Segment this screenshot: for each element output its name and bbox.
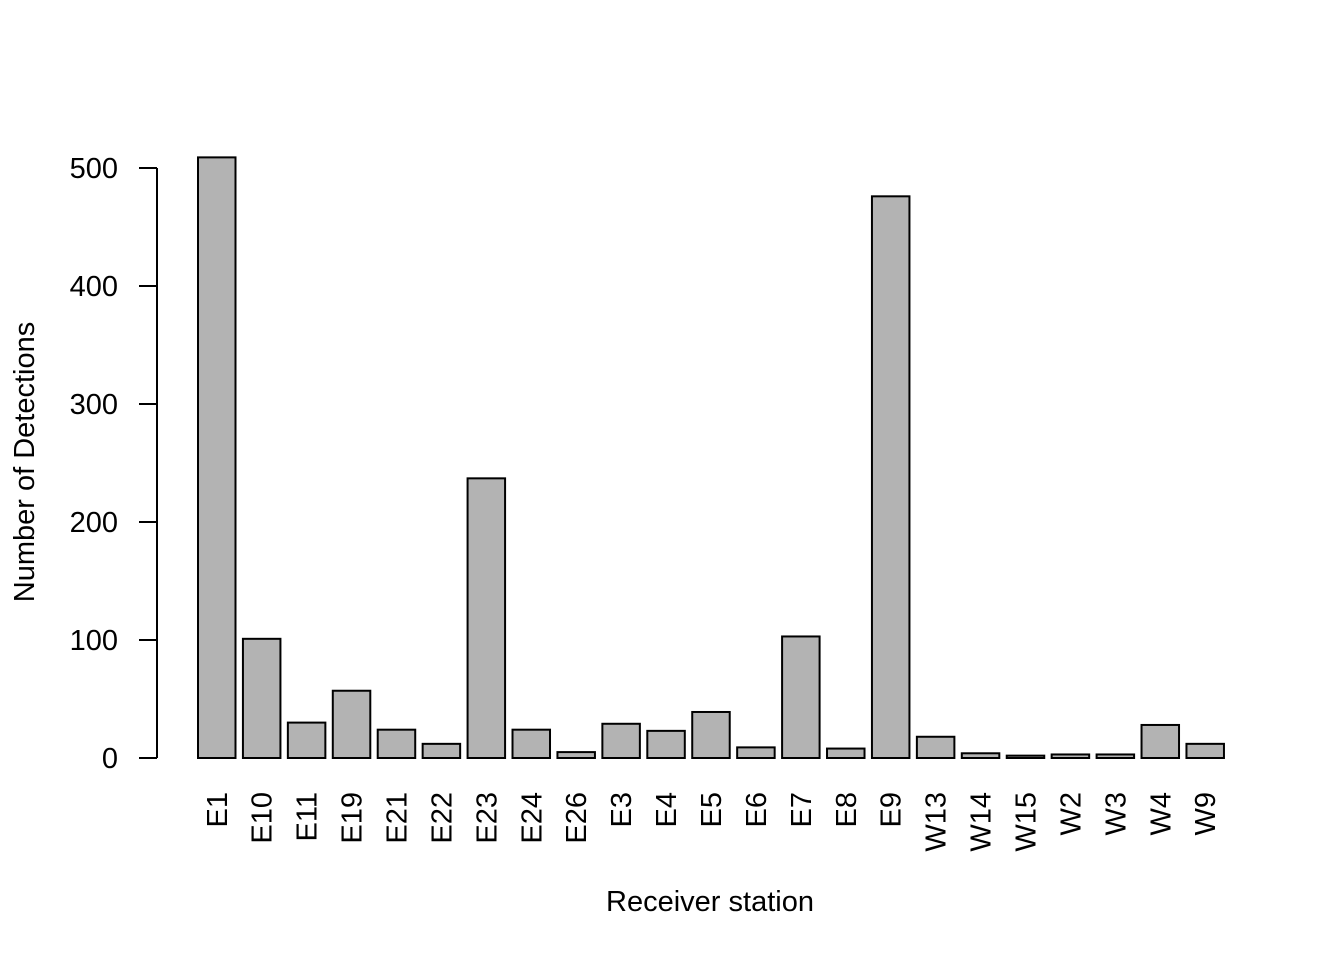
bars-group bbox=[197, 156, 1225, 760]
bar-e21 bbox=[376, 728, 417, 759]
bar-e22 bbox=[421, 742, 462, 760]
x-tick-label-e21: E21 bbox=[381, 792, 413, 844]
y-tick-label: 500 bbox=[70, 153, 118, 185]
bar-e3 bbox=[601, 722, 641, 760]
bar-e19 bbox=[331, 689, 372, 759]
y-tick-label: 200 bbox=[70, 507, 118, 539]
x-tick-label-e8: E8 bbox=[831, 792, 863, 827]
x-tick-label-e10: E10 bbox=[247, 792, 279, 844]
bar-e6 bbox=[736, 746, 776, 760]
bar-e9 bbox=[870, 195, 911, 759]
bar-e7 bbox=[781, 635, 821, 760]
bar-e26 bbox=[556, 751, 596, 759]
y-tick-label: 100 bbox=[70, 625, 118, 657]
x-tick-label-e6: E6 bbox=[741, 792, 773, 827]
y-axis-title: Number of Detections bbox=[9, 322, 41, 602]
bar-e1 bbox=[197, 156, 237, 759]
x-tick-label-e19: E19 bbox=[337, 792, 369, 844]
bar-e11 bbox=[286, 721, 327, 759]
x-tick-label-e24: E24 bbox=[516, 792, 548, 844]
x-tick-label-e11: E11 bbox=[292, 792, 324, 841]
x-tick-label-e4: E4 bbox=[651, 792, 683, 827]
bar-w2 bbox=[1050, 753, 1091, 760]
bar-e4 bbox=[646, 729, 686, 759]
x-tick-label-w2: W2 bbox=[1055, 792, 1087, 836]
x-tick-label-w13: W13 bbox=[921, 792, 953, 852]
x-tick-label-e9: E9 bbox=[876, 792, 908, 827]
x-tick-labels: E1 E10 E11 E19 E21 E22 E23 E24 E26 E3 E4 E5 E6 E7 E8 E9… bbox=[202, 792, 1222, 852]
x-tick-label-e1: E1 bbox=[202, 792, 234, 827]
bar-w13 bbox=[915, 735, 956, 760]
y-tick-label: 300 bbox=[70, 389, 118, 421]
x-tick-label-e26: E26 bbox=[561, 792, 593, 844]
x-tick-label-e7: E7 bbox=[786, 792, 818, 827]
x-tick-label-w9: W9 bbox=[1190, 792, 1222, 836]
x-tick-label-w3: W3 bbox=[1100, 792, 1132, 836]
bar-e5 bbox=[691, 710, 731, 759]
bar-e23 bbox=[466, 477, 507, 759]
x-tick-label-w15: W15 bbox=[1010, 792, 1042, 852]
bar-w4 bbox=[1140, 723, 1181, 760]
bar-w9 bbox=[1185, 742, 1225, 760]
bar-e10 bbox=[241, 637, 282, 760]
x-tick-label-w4: W4 bbox=[1145, 792, 1177, 836]
bar-e24 bbox=[511, 728, 552, 759]
x-tick-label-e23: E23 bbox=[471, 792, 503, 844]
x-axis-title: Receiver station bbox=[606, 886, 814, 918]
x-tick-label-e5: E5 bbox=[696, 792, 728, 827]
x-tick-label-e3: E3 bbox=[606, 792, 638, 827]
x-tick-label-e22: E22 bbox=[426, 792, 458, 844]
bar-e8 bbox=[826, 747, 866, 759]
x-tick-label-w14: W14 bbox=[966, 792, 998, 852]
y-tick-label: 400 bbox=[70, 271, 118, 303]
bar-w3 bbox=[1095, 753, 1136, 760]
y-axis: 0 100 200 300 400 500 bbox=[70, 153, 158, 775]
bar-w14 bbox=[960, 752, 1001, 760]
y-tick-label: 0 bbox=[102, 743, 118, 775]
bar-w15 bbox=[1005, 754, 1046, 760]
